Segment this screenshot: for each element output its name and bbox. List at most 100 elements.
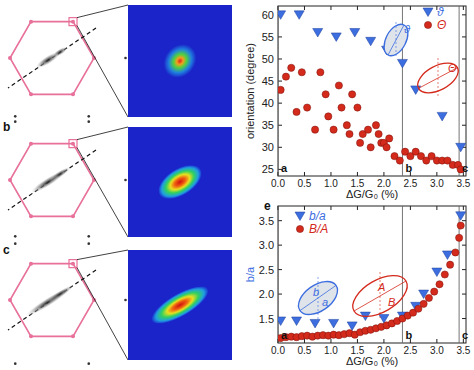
x-tick [330, 6, 331, 10]
y-tick [278, 269, 282, 270]
inset-ellipse [293, 275, 344, 322]
hexagon-vertex [8, 178, 12, 182]
x-tick [463, 206, 464, 210]
zoom-line [77, 5, 128, 18]
inset: AB [346, 267, 414, 325]
streak [51, 45, 68, 59]
inset-label: A [377, 281, 385, 293]
inset-ellipse [413, 57, 463, 99]
legend-marker [423, 8, 433, 17]
zoom-line [77, 148, 128, 237]
y-tick [462, 220, 466, 221]
x-tick-label: 3.0 [430, 345, 444, 356]
inset-vertical [318, 277, 319, 319]
y-tick [278, 147, 282, 148]
zoom-box [69, 140, 77, 148]
inset-vertical [380, 272, 381, 320]
data-point [330, 126, 337, 133]
hexagon [10, 22, 94, 95]
bragg-spot [87, 235, 90, 238]
data-point [278, 86, 284, 93]
data-point [367, 144, 374, 151]
y-tick-label: 3.0 [259, 239, 274, 251]
data-point [325, 113, 332, 120]
plot-area [278, 206, 466, 343]
inset-vertical [396, 22, 397, 58]
hexagon-vertex [71, 142, 75, 146]
y-tick-label: 40 [262, 97, 274, 109]
data-point [441, 271, 448, 278]
legend-label: b/a [309, 209, 326, 223]
data-point [282, 73, 289, 80]
x-axis-label: ΔG/G₀ (%) [346, 188, 398, 200]
data-point [396, 157, 403, 164]
data-point [354, 104, 361, 111]
x-tick [304, 6, 305, 10]
hexagon-vertex [8, 298, 12, 302]
plot-area [278, 6, 466, 176]
data-point [442, 251, 452, 259]
y-tick [462, 269, 466, 270]
hexagon-vertex [29, 20, 33, 24]
annotation: c [462, 329, 468, 341]
data-point [432, 268, 442, 277]
bragg-spot [87, 362, 90, 365]
data-point [397, 59, 407, 68]
data-point [452, 249, 459, 256]
legend-marker [295, 212, 305, 221]
x-tick [330, 339, 331, 343]
data-point [364, 126, 371, 133]
y-tick [462, 294, 466, 295]
x-tick [410, 6, 411, 10]
legend-label: ϑ [437, 5, 444, 19]
hexagon-vertex [71, 334, 75, 338]
panel-label: c [3, 243, 10, 257]
inset-ellipse [346, 267, 414, 325]
data-point [420, 300, 427, 307]
bragg-spot [124, 299, 127, 302]
legend-marker [424, 21, 431, 28]
diffraction-panel [0, 0, 232, 123]
x-tick-label: 0.0 [271, 178, 285, 189]
x-tick-label: 0.5 [298, 178, 312, 189]
bragg-spot [14, 115, 17, 118]
x-tick-label: 3.5 [456, 178, 470, 189]
hexagon-vertex [29, 142, 33, 146]
y-tick [278, 294, 282, 295]
data-point [343, 122, 350, 129]
streak [48, 165, 72, 183]
series [278, 11, 466, 152]
y-tick-label: 30 [262, 141, 274, 153]
series [278, 64, 464, 173]
intensity-spot [157, 38, 203, 85]
hexagon-vertex [71, 92, 75, 96]
y-tick [278, 125, 282, 126]
y-tick [278, 103, 282, 104]
bragg-spot [124, 179, 127, 182]
bragg-spot [14, 120, 17, 123]
x-tick [436, 339, 437, 343]
x-tick [410, 206, 411, 210]
annotation: a [281, 329, 288, 341]
data-point [310, 319, 320, 328]
hexagon-vertex [29, 92, 33, 96]
data-point [346, 130, 353, 137]
legend-label: B/A [309, 222, 328, 236]
y-tick-label: 1.5 [259, 313, 274, 325]
annotation: b [405, 329, 412, 341]
hexagon-vertex [29, 214, 33, 218]
chart: 1.52.02.53.03.50.00.51.01.52.02.53.03.5Δ… [244, 199, 471, 367]
x-tick [383, 339, 384, 343]
x-tick [330, 172, 331, 176]
hexagon-vertex [29, 262, 33, 266]
inset-vertical [438, 58, 439, 98]
y-tick-label: 50 [262, 53, 274, 65]
reference-line [278, 206, 279, 343]
data-point [375, 130, 382, 137]
hexagon-vertex [71, 262, 75, 266]
y-axis-label: orientation (degree) [244, 43, 256, 139]
bragg-spot [14, 242, 17, 245]
y-axis-label: b/a [244, 266, 256, 282]
y-tick-label: 2.5 [259, 264, 274, 276]
series [278, 212, 466, 331]
